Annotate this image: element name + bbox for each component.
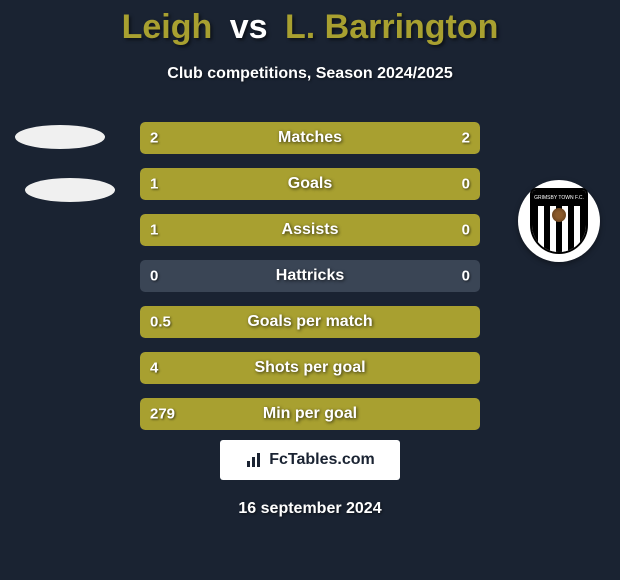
vs-separator: vs [230, 8, 268, 46]
placeholder-ellipse-2 [25, 178, 115, 202]
watermark-text: FcTables.com [269, 451, 375, 469]
comparison-title: Leigh vs L. Barrington [0, 0, 620, 47]
stat-value-right: 0 [462, 268, 470, 285]
stat-label: Goals [288, 175, 332, 193]
crest-ball [552, 208, 566, 222]
stat-value-left: 279 [150, 406, 175, 423]
stat-row: 0.5 Goals per match [140, 306, 480, 338]
stat-row: 279 Min per goal [140, 398, 480, 430]
stat-value-left: 1 [150, 222, 158, 239]
crest-text: GRIMSBY TOWN F.C. [532, 190, 586, 206]
stat-label: Shots per goal [254, 359, 365, 377]
stat-label: Matches [278, 129, 342, 147]
stat-value-right: 0 [462, 176, 470, 193]
stat-row: 4 Shots per goal [140, 352, 480, 384]
placeholder-ellipse-1 [15, 125, 105, 149]
watermark: FcTables.com [220, 440, 400, 480]
player1-name: Leigh [122, 8, 213, 46]
stat-value-left: 0 [150, 268, 158, 285]
stat-label: Hattricks [276, 267, 344, 285]
stat-row: 1 0 Goals [140, 168, 480, 200]
chart-icon [245, 451, 263, 469]
stat-row: 0 0 Hattricks [140, 260, 480, 292]
stat-value-right: 0 [462, 222, 470, 239]
stat-value-left: 4 [150, 360, 158, 377]
stat-row: 1 0 Assists [140, 214, 480, 246]
player2-name: L. Barrington [285, 8, 498, 46]
stat-value-left: 2 [150, 130, 158, 147]
stat-label: Min per goal [263, 405, 357, 423]
stats-chart: 2 2 Matches 1 0 Goals 1 0 Assists 0 0 Hattricks 0.5 G… [140, 122, 480, 444]
bar-left [140, 168, 405, 200]
stat-label: Goals per match [247, 313, 372, 331]
stat-value-left: 1 [150, 176, 158, 193]
bar-left [140, 214, 405, 246]
stat-label: Assists [282, 221, 339, 239]
subtitle: Club competitions, Season 2024/2025 [0, 65, 620, 83]
stat-row: 2 2 Matches [140, 122, 480, 154]
stat-value-left: 0.5 [150, 314, 171, 331]
stat-value-right: 2 [462, 130, 470, 147]
date-text: 16 september 2024 [238, 500, 381, 518]
crest-shield: GRIMSBY TOWN F.C. [530, 188, 588, 254]
club-crest: GRIMSBY TOWN F.C. [518, 180, 600, 262]
